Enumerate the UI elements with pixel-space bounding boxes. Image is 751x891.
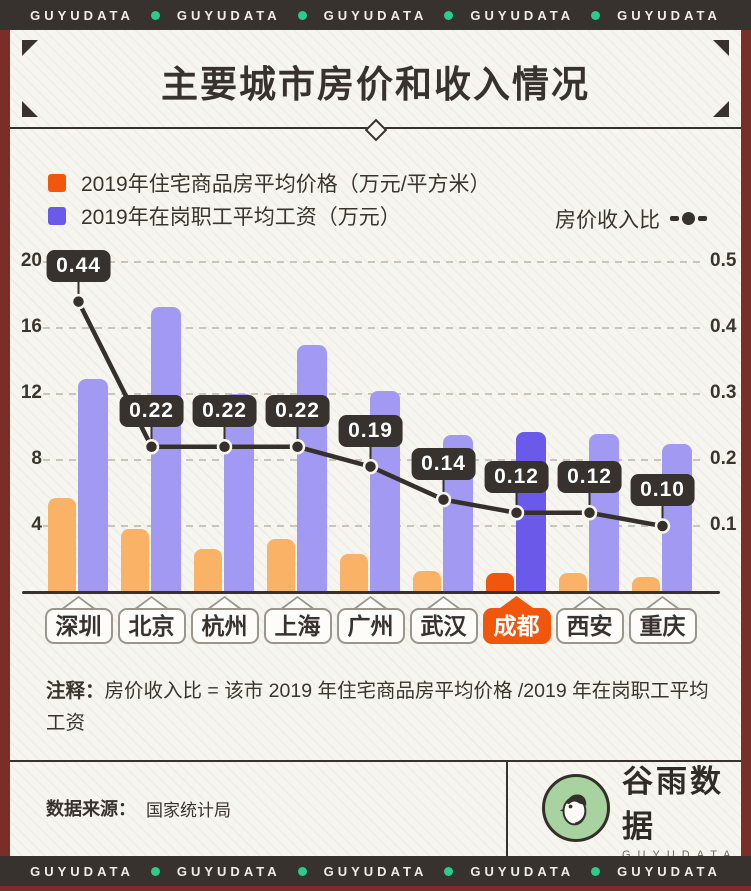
ratio-line [70, 279, 671, 534]
bottom-banner: GUYUDATA GUYUDATA GUYUDATA GUYUDATA GUYUDATA [0, 856, 751, 886]
wage-bar [78, 379, 108, 592]
banner-dot-icon [591, 10, 601, 20]
city-label: 重庆 [628, 608, 697, 644]
banner-brand-text: GUYUDATA [470, 863, 575, 879]
logo-text: 谷雨数据 GUYUDATA [622, 756, 741, 861]
corner-triangle-icon [22, 101, 38, 117]
wage-bar [224, 394, 254, 592]
price-bar [121, 529, 149, 592]
right-axis-tick: 0.5 [710, 250, 737, 271]
price-swatch-icon [48, 173, 66, 192]
corner-triangle-icon [22, 40, 38, 56]
banner-brand-text: GUYUDATA [470, 7, 575, 23]
banner-dot-icon [150, 10, 160, 20]
gridline [43, 327, 702, 329]
city-label: 北京 [117, 608, 186, 644]
source-label: 数据来源： [46, 799, 136, 819]
legend-label: 2019年在岗职工平均工资（万元） [81, 205, 401, 229]
wage-bar [662, 443, 692, 592]
ratio-value-badge: 0.10 [630, 474, 695, 506]
left-axis-tick: 20 [20, 250, 42, 271]
page-title: 主要城市房价和收入情况 [161, 64, 590, 105]
price-bar [48, 497, 76, 592]
banner-brand-text: GUYUDATA [176, 863, 281, 879]
banner-dot-icon [591, 866, 601, 876]
ratio-value-badge: 0.22 [119, 394, 184, 427]
legend-label: 2019年住宅商品房平均价格（万元/平方米） [81, 172, 491, 196]
banner-dot-icon [297, 866, 307, 876]
banner-brand-text: GUYUDATA [323, 863, 428, 879]
left-axis-tick: 4 [31, 514, 42, 535]
corner-triangle-icon [713, 40, 729, 56]
ratio-value-badge: 0.12 [557, 460, 622, 493]
ratio-value-badge: 0.14 [411, 447, 476, 480]
ratio-value-badge: 0.12 [484, 460, 549, 493]
banner-dot-icon [444, 10, 454, 20]
legend-item-ratio: 房价收入比 [555, 202, 707, 235]
top-banner: GUYUDATA GUYUDATA GUYUDATA GUYUDATA GUYUDATA [0, 0, 751, 30]
banner-dot-icon [297, 10, 307, 20]
banner-dot-icon [444, 866, 454, 876]
footer-divider [10, 760, 741, 762]
legend: 2019年住宅商品房平均价格（万元/平方米） 2019年在岗职工平均工资（万元） [48, 166, 491, 232]
city-label: 西安 [555, 608, 624, 644]
x-axis-line [22, 591, 720, 594]
banner-dot-icon [150, 866, 160, 876]
banner-brand-text: GUYUDATA [30, 863, 134, 879]
city-label: 杭州 [190, 608, 259, 644]
price-bar [632, 577, 660, 592]
left-axis-tick: 16 [20, 316, 42, 337]
price-bar [413, 570, 441, 592]
right-axis-tick: 0.2 [710, 448, 737, 469]
note-prefix: 注释： [46, 680, 105, 702]
banner-brand-text: GUYUDATA [176, 7, 281, 23]
left-axis-tick: 12 [20, 382, 42, 403]
price-bar [340, 554, 368, 592]
price-bar [559, 573, 587, 592]
banner-brand-text: GUYUDATA [617, 863, 721, 879]
bird-logo-icon [542, 774, 610, 842]
wage-swatch-icon [48, 206, 66, 225]
note: 注释：房价收入比 = 该市 2019 年住宅商品房平均价格 /2019 年在岗职… [46, 676, 711, 739]
city-label: 广州 [336, 608, 405, 644]
banner-brand-text: GUYUDATA [30, 7, 134, 23]
legend-item-wage: 2019年在岗职工平均工资（万元） [48, 199, 491, 232]
legend-label: 房价收入比 [555, 208, 660, 232]
chart: 4 0.1 8 0.2 12 0.3 16 0.4 20 0.5 0.44 0.22 0.22 0.22 0… [10, 30, 741, 690]
brand-logo: 谷雨数据 GUYUDATA [542, 760, 741, 861]
city-label: 成都 [482, 608, 551, 644]
city-label: 上海 [263, 608, 332, 644]
price-bar [486, 573, 514, 592]
data-source: 数据来源： 国家统计局 [46, 760, 231, 856]
wage-bar [297, 344, 327, 592]
banner-brand-text: GUYUDATA [617, 7, 721, 23]
right-axis-tick: 0.1 [710, 514, 737, 535]
ratio-value-badge: 0.19 [338, 414, 403, 447]
source-value: 国家统计局 [146, 800, 231, 820]
ratio-value-badge: 0.22 [192, 394, 257, 427]
content-area: 主要城市房价和收入情况 2019年住宅商品房平均价格（万元/平方米） 2019年… [10, 30, 741, 861]
right-axis-tick: 0.3 [710, 382, 737, 403]
ratio-value-badge: 0.44 [46, 249, 111, 282]
gridline [43, 261, 702, 263]
right-axis-tick: 0.4 [710, 316, 737, 337]
logo-name-cn: 谷雨数据 [622, 763, 724, 844]
legend-item-price: 2019年住宅商品房平均价格（万元/平方米） [48, 166, 491, 199]
line-marker-icon [670, 212, 707, 225]
note-text: 房价收入比 = 该市 2019 年住宅商品房平均价格 /2019 年在岗职工平均… [46, 680, 709, 734]
left-axis-tick: 8 [31, 448, 42, 469]
ratio-value-badge: 0.22 [265, 394, 330, 427]
footer-vertical-divider [506, 762, 508, 856]
price-bar [267, 539, 295, 592]
banner-brand-text: GUYUDATA [323, 7, 428, 23]
city-label: 武汉 [409, 608, 478, 644]
price-bar [194, 549, 222, 592]
corner-triangle-icon [713, 101, 729, 117]
city-label: 深圳 [44, 608, 113, 644]
